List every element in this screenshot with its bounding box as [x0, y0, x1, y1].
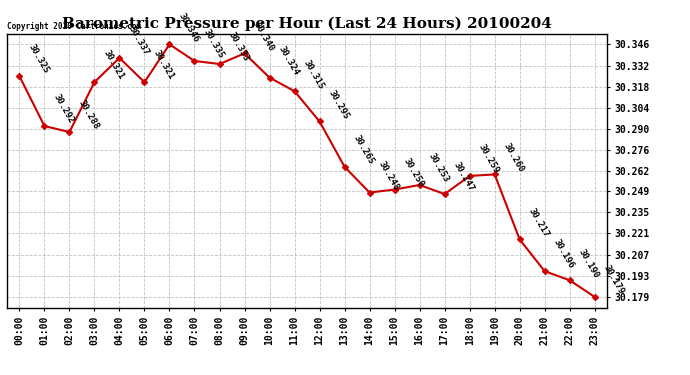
- Text: 30.250: 30.250: [402, 156, 426, 189]
- Text: 30.248: 30.248: [377, 159, 400, 192]
- Text: 30.335: 30.335: [201, 28, 226, 60]
- Text: 30.259: 30.259: [477, 143, 500, 175]
- Text: 30.247: 30.247: [451, 161, 475, 193]
- Text: 30.260: 30.260: [502, 141, 526, 174]
- Text: 30.292: 30.292: [51, 93, 75, 125]
- Text: 30.321: 30.321: [101, 49, 126, 81]
- Text: 30.346: 30.346: [177, 11, 200, 44]
- Text: 30.333: 30.333: [226, 31, 250, 63]
- Text: 30.337: 30.337: [126, 25, 150, 57]
- Text: Copyright 2010 Cartronics.com: Copyright 2010 Cartronics.com: [7, 22, 141, 31]
- Text: 30.190: 30.190: [577, 247, 600, 279]
- Text: 30.340: 30.340: [251, 20, 275, 53]
- Text: 30.253: 30.253: [426, 152, 451, 184]
- Text: 30.179: 30.179: [602, 264, 626, 296]
- Text: 30.321: 30.321: [151, 49, 175, 81]
- Text: 30.196: 30.196: [551, 238, 575, 270]
- Text: 30.324: 30.324: [277, 44, 300, 77]
- Title: Barometric Pressure per Hour (Last 24 Hours) 20100204: Barometric Pressure per Hour (Last 24 Ho…: [62, 17, 552, 31]
- Text: 30.295: 30.295: [326, 88, 351, 121]
- Text: 30.325: 30.325: [26, 43, 50, 75]
- Text: 30.217: 30.217: [526, 206, 551, 238]
- Text: 30.265: 30.265: [351, 134, 375, 166]
- Text: 30.315: 30.315: [302, 58, 326, 90]
- Text: 30.288: 30.288: [77, 99, 100, 131]
